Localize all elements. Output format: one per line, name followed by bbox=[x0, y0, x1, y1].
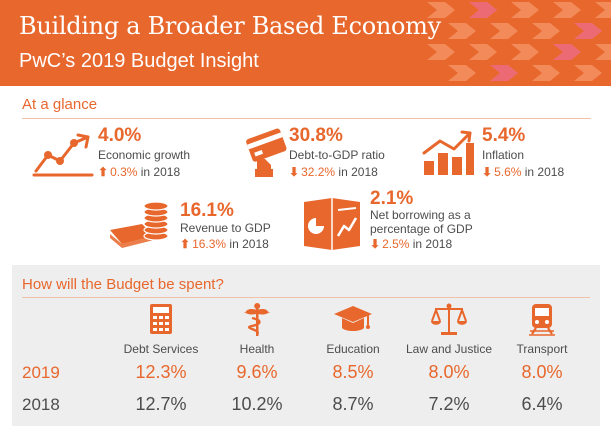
budget-panel: How will the Budget be spent? Debt Servi… bbox=[12, 265, 600, 426]
at-a-glance-heading: At a glance bbox=[22, 96, 98, 113]
arrow-down-icon: ⬇ bbox=[370, 237, 381, 251]
category-label: Transport bbox=[516, 342, 568, 356]
change-suffix: in 2018 bbox=[137, 165, 181, 179]
stat-value: 5.4% bbox=[482, 125, 526, 146]
category-label: Health bbox=[239, 342, 275, 356]
graduation-cap-icon bbox=[334, 306, 372, 331]
calculator-icon bbox=[150, 304, 172, 334]
stat-label: Revenue to GDP bbox=[180, 221, 271, 235]
scales-icon bbox=[431, 303, 467, 335]
change-value: 2.5% bbox=[382, 237, 410, 251]
category-debt-services: Debt Services bbox=[111, 302, 211, 356]
stat-label: Economic growth bbox=[98, 148, 191, 162]
train-icon bbox=[529, 304, 555, 336]
arrow-down-icon: ⬇ bbox=[289, 165, 300, 179]
change-value: 5.6% bbox=[494, 165, 522, 179]
stat-label: Inflation bbox=[482, 148, 525, 162]
stat-inflation: 5.4% Inflation ⬇ 5.6% in 2018 bbox=[420, 125, 600, 181]
change-suffix: in 2018 bbox=[409, 237, 453, 251]
stat-value: 4.0% bbox=[98, 125, 142, 146]
value-2019-law-and-justice: 8.0% bbox=[428, 362, 470, 382]
line-chart-icon bbox=[32, 133, 94, 177]
category-health: Health bbox=[207, 302, 307, 356]
year-label-2018: 2018 bbox=[22, 395, 60, 414]
stat-value: 30.8% bbox=[289, 125, 343, 146]
stat-change: ⬇ 5.6% in 2018 bbox=[482, 165, 564, 179]
stat-label-line2: percentage of GDP bbox=[370, 222, 473, 236]
year-label-2019: 2019 bbox=[22, 363, 60, 382]
stat-economic-growth: 4.0% Economic growth ⬆ 0.3% in 2018 bbox=[32, 125, 207, 181]
budget-heading: How will the Budget be spent? bbox=[22, 276, 224, 293]
stat-label: Debt-to-GDP ratio bbox=[289, 148, 385, 162]
stat-change: ⬇ 32.2% in 2018 bbox=[289, 165, 378, 179]
arrow-up-icon: ⬆ bbox=[98, 165, 109, 179]
change-suffix: in 2018 bbox=[521, 165, 565, 179]
category-transport: Transport bbox=[492, 302, 592, 356]
change-suffix: in 2018 bbox=[335, 165, 378, 179]
change-value: 0.3% bbox=[110, 165, 138, 179]
change-value: 16.3% bbox=[192, 237, 227, 251]
arrow-pattern-icon bbox=[427, 2, 611, 81]
change-suffix: in 2018 bbox=[226, 237, 269, 251]
value-2018-health: 10.2% bbox=[231, 394, 283, 414]
coins-icon bbox=[110, 201, 169, 248]
value-2018-debt-services: 12.7% bbox=[135, 394, 187, 414]
category-label: Education bbox=[326, 342, 380, 356]
value-2019-transport: 8.0% bbox=[521, 362, 563, 382]
category-law-and-justice: Law and Justice bbox=[399, 302, 499, 356]
caduceus-icon bbox=[244, 303, 270, 336]
credit-card-icon bbox=[246, 128, 287, 177]
value-2018-law-and-justice: 7.2% bbox=[428, 394, 470, 414]
page-title: Building a Broader Based Economy bbox=[19, 12, 441, 40]
value-2018-transport: 6.4% bbox=[521, 394, 563, 414]
change-value: 32.2% bbox=[301, 165, 336, 179]
value-2018-education: 8.7% bbox=[332, 394, 374, 414]
value-2019-health: 9.6% bbox=[236, 362, 278, 382]
stat-revenue-to-gdp: 16.1% Revenue to GDP ⬆ 16.3% in 2018 bbox=[108, 196, 288, 252]
stat-change: ⬆ 0.3% in 2018 bbox=[98, 165, 180, 179]
category-education: Education bbox=[303, 302, 403, 356]
stat-value: 16.1% bbox=[180, 200, 234, 221]
stat-change: ⬇ 2.5% in 2018 bbox=[370, 237, 452, 251]
bar-chart-icon bbox=[422, 130, 474, 175]
divider bbox=[22, 297, 590, 298]
stat-debt-to-gdp: 30.8% Debt-to-GDP ratio ⬇ 32.2% in 2018 bbox=[245, 125, 425, 181]
page-subtitle: PwC’s 2019 Budget Insight bbox=[19, 50, 259, 72]
arrow-up-icon: ⬆ bbox=[180, 237, 191, 251]
stat-net-borrowing: 2.1% Net borrowing as a percentage of GD… bbox=[302, 188, 502, 252]
header-banner: Building a Broader Based Economy PwC’s 2… bbox=[0, 0, 611, 86]
stat-label-line1: Net borrowing as a bbox=[370, 208, 471, 222]
stat-change: ⬆ 16.3% in 2018 bbox=[180, 237, 269, 251]
value-2019-debt-services: 12.3% bbox=[135, 362, 187, 382]
report-icon bbox=[304, 198, 360, 250]
stat-value: 2.1% bbox=[370, 188, 414, 209]
arrow-down-icon: ⬇ bbox=[482, 165, 493, 179]
divider bbox=[22, 118, 591, 119]
value-2019-education: 8.5% bbox=[332, 362, 374, 382]
category-label: Law and Justice bbox=[405, 342, 493, 356]
category-label: Debt Services bbox=[123, 342, 199, 356]
